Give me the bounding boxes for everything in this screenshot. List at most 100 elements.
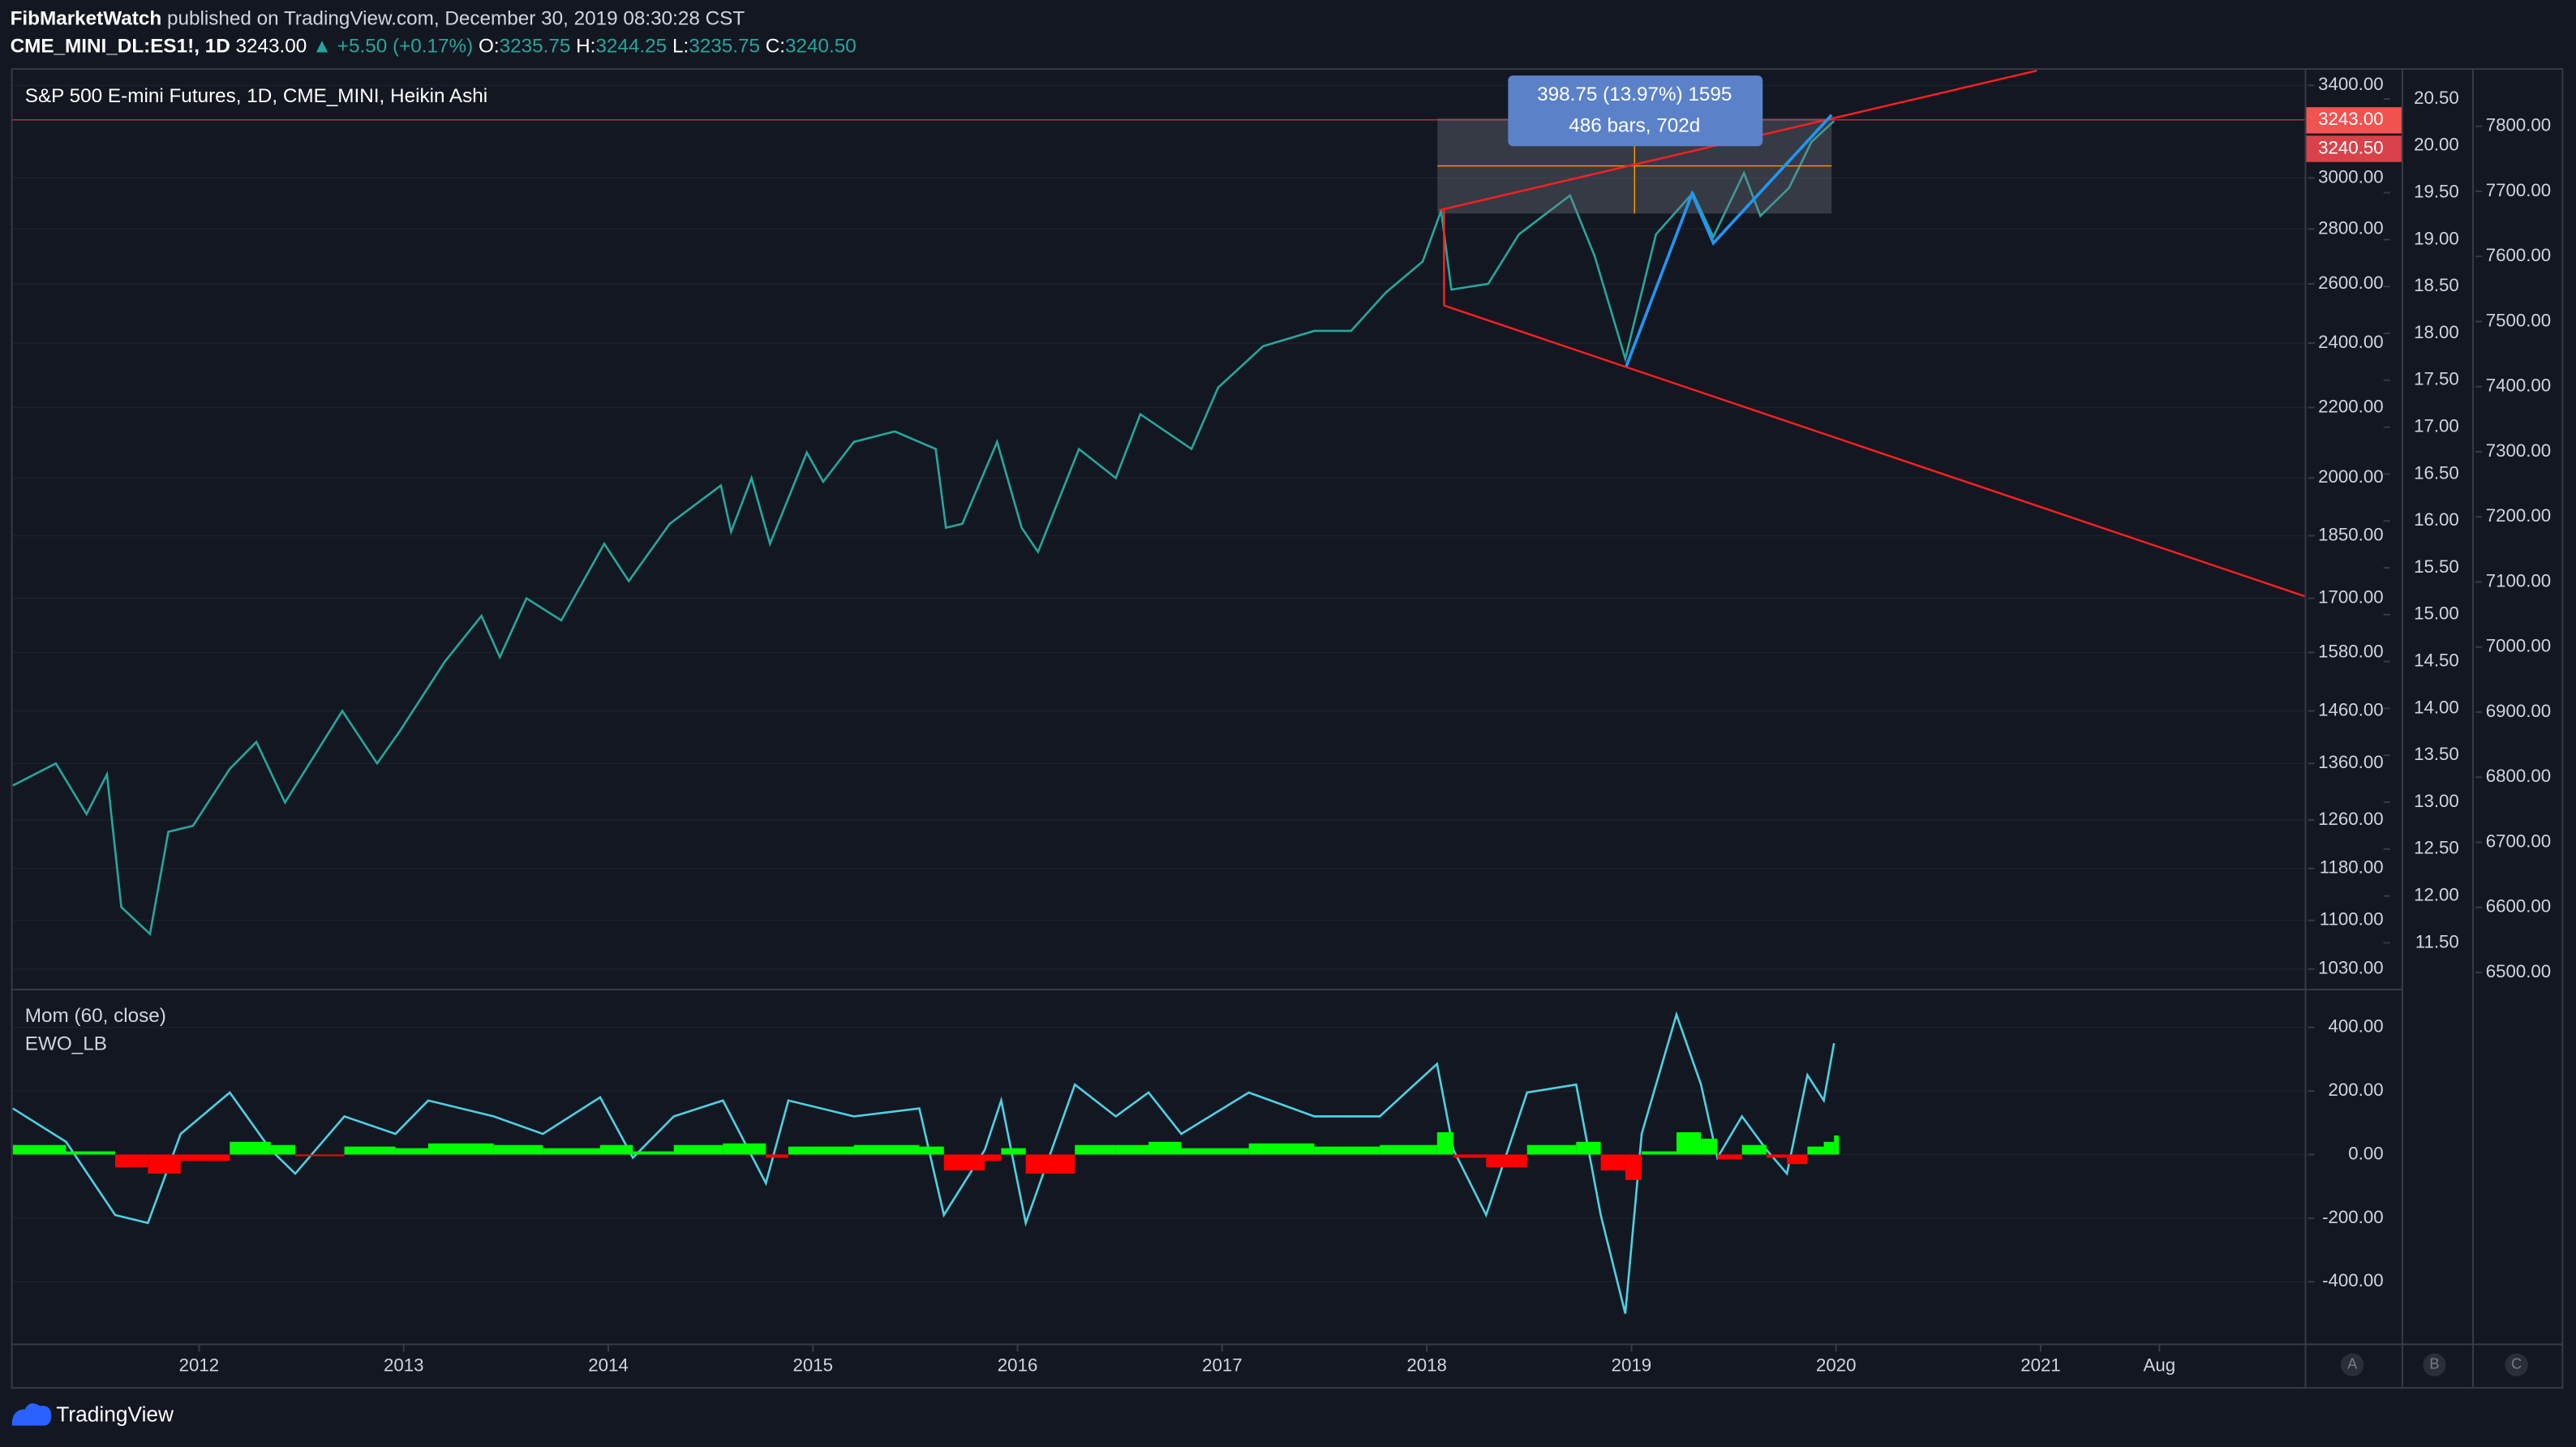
measure-label: 486 bars, 702d — [1569, 114, 1700, 136]
y-tick-label: -400.00 — [2322, 1270, 2384, 1290]
y-tick-label: 18.00 — [2414, 322, 2459, 342]
y-tick-label: 14.50 — [2414, 650, 2459, 670]
y-tick-label: 1580.00 — [2318, 641, 2384, 661]
histogram-bar — [723, 1143, 766, 1155]
y-tick-label: 16.50 — [2414, 462, 2459, 483]
y-tick-label: 17.00 — [2414, 416, 2459, 436]
axis-button-label[interactable]: C — [2511, 1356, 2522, 1372]
y-tick-label: 7800.00 — [2486, 115, 2552, 135]
y-tick-label: 7600.00 — [2486, 245, 2552, 265]
axis-button[interactable] — [2423, 1353, 2446, 1376]
histogram-bar — [766, 1154, 789, 1158]
y-tick-label: 13.00 — [2414, 791, 2459, 811]
histogram-bar — [395, 1148, 428, 1155]
x-tick-label: Aug — [2144, 1355, 2176, 1376]
legend-entry: EWO_LB — [25, 1033, 107, 1054]
y-tick-label: 400.00 — [2329, 1015, 2384, 1036]
y-tick-label: 7200.00 — [2486, 505, 2552, 526]
legend-entry: Mom (60, close) — [25, 1005, 166, 1027]
histogram-bar — [1148, 1141, 1182, 1155]
y-tick-label: 7700.00 — [2486, 180, 2552, 200]
y-tick-label: 6800.00 — [2486, 766, 2552, 786]
histogram-bar — [788, 1146, 854, 1155]
y-tick-label: 1700.00 — [2318, 587, 2384, 608]
frame — [11, 68, 2564, 1389]
footer-brand: TradingView — [56, 1402, 174, 1426]
ohlc-key: O: — [479, 36, 500, 58]
axis-button-label[interactable]: B — [2429, 1356, 2439, 1372]
y-tick-label: 7000.00 — [2486, 636, 2552, 656]
y-tick-label: 12.00 — [2414, 884, 2459, 904]
y-tick-label: 1360.00 — [2318, 752, 2384, 772]
y-tick-label: 6500.00 — [2486, 961, 2552, 981]
trend-line — [1443, 304, 2305, 598]
histogram-bar — [427, 1143, 494, 1155]
y-tick-label: 6600.00 — [2486, 896, 2552, 917]
measure-label-box — [1508, 75, 1763, 147]
logo — [11, 1403, 52, 1426]
histogram-bar — [1314, 1146, 1380, 1155]
y-tick-label: 2200.00 — [2318, 396, 2384, 416]
histogram-bar — [180, 1154, 230, 1161]
histogram-bar — [673, 1144, 723, 1155]
y-tick-label: 2800.00 — [2318, 217, 2384, 238]
x-tick-label: 2012 — [179, 1355, 220, 1376]
histogram-bar — [270, 1144, 296, 1155]
ohlc-value: 3235.75 — [689, 36, 760, 58]
change: ▲ +5.50 (+0.17%) — [312, 36, 473, 58]
y-tick-label: 7300.00 — [2486, 440, 2552, 461]
histogram-bar — [1380, 1144, 1437, 1155]
histogram-bar — [344, 1146, 396, 1155]
x-tick-label: 2021 — [2020, 1355, 2061, 1376]
histogram-bar — [1807, 1146, 1824, 1155]
histogram-bar — [1600, 1154, 1625, 1171]
axis-button[interactable] — [2341, 1353, 2364, 1376]
ohlc-key: C: — [766, 36, 785, 58]
histogram-bar — [1823, 1141, 1835, 1155]
published: published on TradingView.com, December 3… — [167, 8, 745, 30]
histogram-bar — [1115, 1144, 1149, 1155]
histogram-bar — [1766, 1154, 1788, 1158]
x-tick-label: 2019 — [1612, 1355, 1652, 1376]
y-tick-label: 7500.00 — [2486, 310, 2552, 330]
y-tick-label: 6900.00 — [2486, 701, 2552, 721]
y-tick-label: 1030.00 — [2318, 958, 2384, 978]
histogram-bar — [12, 1144, 67, 1155]
x-tick-label: 2017 — [1202, 1355, 1243, 1376]
series-line — [12, 1011, 1835, 1314]
y-tick-label: 1180.00 — [2320, 857, 2384, 878]
histogram-bar — [1717, 1154, 1742, 1160]
y-tick-label: 13.50 — [2414, 744, 2459, 764]
histogram-bar — [919, 1146, 944, 1155]
x-tick-label: 2020 — [1816, 1355, 1857, 1376]
y-tick-label: 2000.00 — [2318, 466, 2384, 487]
y-tick-label: 7100.00 — [2486, 570, 2552, 590]
histogram-bar — [1025, 1154, 1075, 1174]
author: FibMarketWatch — [11, 8, 162, 30]
axis-button-label[interactable]: A — [2347, 1356, 2358, 1372]
symbol-line: CME_MINI_DL:ES1!, 1D 3243.00 ▲ +5.50 (+0… — [11, 36, 857, 58]
y-tick-label: 14.00 — [2414, 697, 2459, 717]
histogram-bar — [1486, 1154, 1527, 1168]
histogram-bar — [1787, 1154, 1808, 1165]
histogram-bar — [66, 1151, 116, 1155]
histogram-bar — [599, 1144, 633, 1155]
y-tick-label: 12.50 — [2414, 838, 2459, 858]
histogram-bar — [1181, 1148, 1249, 1155]
y-tick-label: 7400.00 — [2486, 376, 2552, 396]
histogram-bar — [148, 1154, 181, 1174]
wave-line — [1625, 114, 1833, 367]
y-tick-label: 2600.00 — [2318, 273, 2384, 293]
y-tick-label: 19.00 — [2414, 228, 2459, 248]
y-tick-label: 20.00 — [2414, 135, 2459, 155]
footer: TradingView — [11, 1402, 174, 1426]
y-tick-label: 11.50 — [2415, 931, 2459, 951]
ohlc-value: 3240.50 — [785, 36, 857, 58]
histogram-bar — [1436, 1131, 1453, 1155]
last-price: 3243.00 — [236, 36, 307, 58]
histogram-bar — [1676, 1131, 1702, 1155]
header-line: FibMarketWatch published on TradingView.… — [11, 8, 745, 30]
axis-button[interactable] — [2505, 1353, 2528, 1376]
series-line — [12, 120, 1835, 937]
